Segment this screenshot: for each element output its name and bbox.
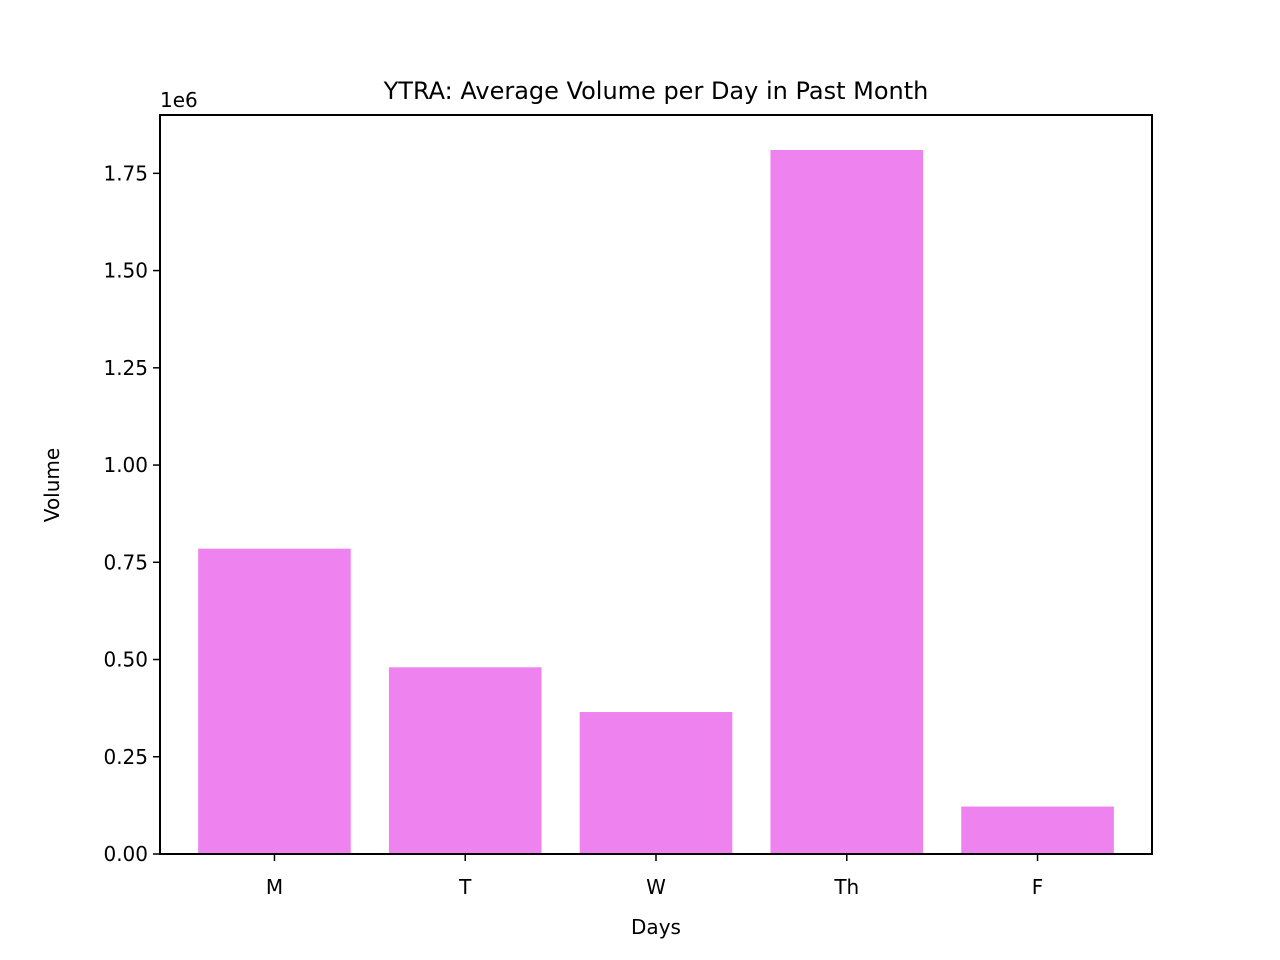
y-tick-label: 0.75 xyxy=(103,550,148,574)
x-tick-label: Th xyxy=(833,875,859,899)
y-tick-label: 1.50 xyxy=(103,259,148,283)
y-tick-label: 1.75 xyxy=(103,161,148,185)
x-axis-label: Days xyxy=(631,915,681,939)
x-tick-label: M xyxy=(266,875,283,899)
y-ticks: 0.00 0.25 0.50 0.75 1.00 1.25 1.50 1.75 xyxy=(103,161,160,866)
plot-frame xyxy=(159,114,1153,855)
bar-t xyxy=(388,667,542,854)
bar-th xyxy=(770,150,924,855)
x-tick-label: F xyxy=(1032,875,1044,899)
x-tick-label: T xyxy=(458,875,472,899)
y-axis-offset-label: 1e6 xyxy=(160,88,198,112)
y-tick-label: 0.00 xyxy=(103,842,148,866)
bar-f xyxy=(961,806,1114,854)
chart-title: YTRA: Average Volume per Day in Past Mon… xyxy=(383,77,929,105)
y-tick-label: 1.25 xyxy=(103,356,148,380)
y-axis-label: Volume xyxy=(40,448,64,522)
x-tick-label: W xyxy=(646,875,666,899)
bars-layer xyxy=(198,150,1114,855)
bar-m xyxy=(198,548,351,854)
y-tick-label: 1.00 xyxy=(103,453,148,477)
y-tick-label: 0.25 xyxy=(103,745,148,769)
bar-w xyxy=(579,712,733,854)
y-tick-label: 0.50 xyxy=(103,648,148,672)
x-ticks: M T W Th F xyxy=(266,854,1043,899)
